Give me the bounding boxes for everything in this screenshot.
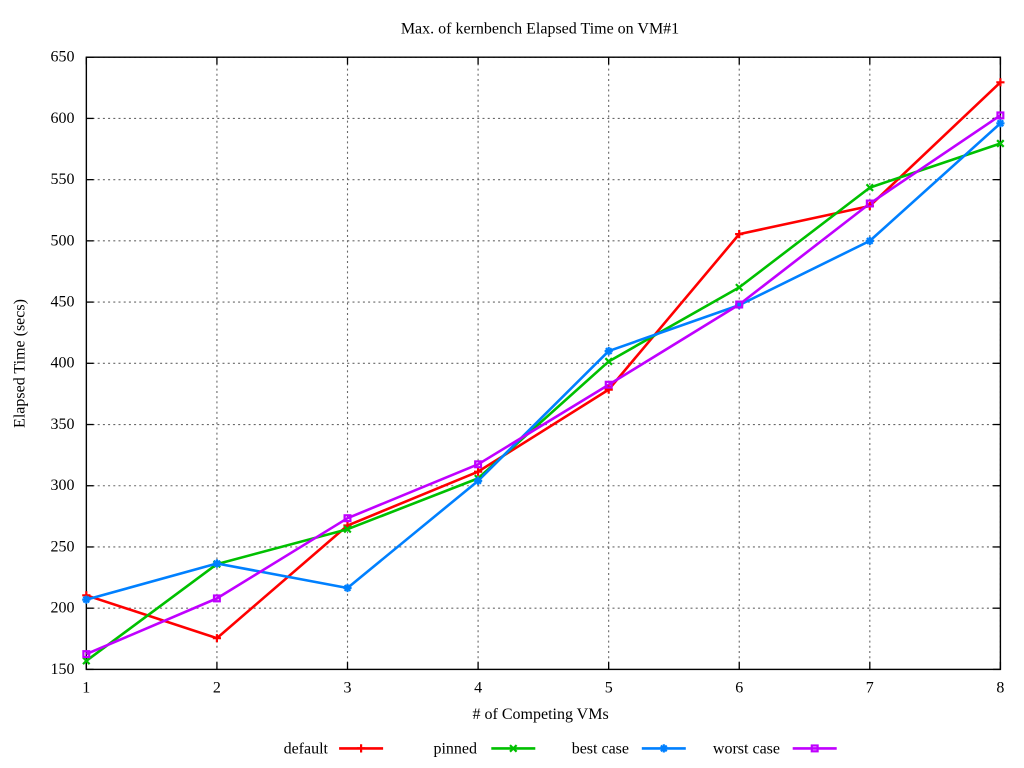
svg-text:400: 400 <box>51 355 75 372</box>
svg-text:200: 200 <box>51 600 75 617</box>
svg-text:2: 2 <box>213 680 221 697</box>
svg-text:1: 1 <box>82 680 90 697</box>
svg-text:450: 450 <box>51 294 75 311</box>
svg-text:650: 650 <box>51 49 75 66</box>
svg-text:Elapsed Time (secs): Elapsed Time (secs) <box>12 299 29 428</box>
svg-text:Max. of kernbench Elapsed Time: Max. of kernbench Elapsed Time on VM#1 <box>401 21 679 38</box>
svg-text:best case: best case <box>572 741 629 758</box>
svg-text:5: 5 <box>605 680 613 697</box>
svg-text:7: 7 <box>866 680 874 697</box>
svg-text:pinned: pinned <box>433 741 477 758</box>
svg-text:150: 150 <box>51 661 75 678</box>
svg-text:default: default <box>284 741 329 758</box>
svg-text:4: 4 <box>474 680 482 697</box>
svg-text:350: 350 <box>51 416 75 433</box>
svg-text:600: 600 <box>51 110 75 127</box>
svg-text:worst case: worst case <box>713 741 780 758</box>
svg-text:550: 550 <box>51 171 75 188</box>
svg-text:8: 8 <box>996 680 1004 697</box>
svg-text:# of Competing VMs: # of Competing VMs <box>473 706 609 723</box>
svg-text:500: 500 <box>51 232 75 249</box>
svg-text:6: 6 <box>735 680 743 697</box>
svg-text:300: 300 <box>51 477 75 494</box>
svg-text:250: 250 <box>51 538 75 555</box>
svg-text:3: 3 <box>344 680 352 697</box>
